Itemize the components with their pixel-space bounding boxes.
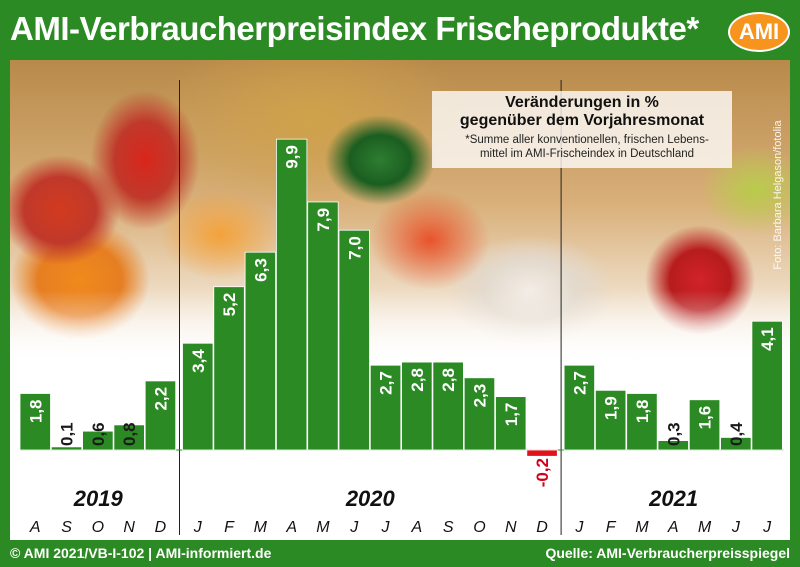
bar-value-label: 9,9: [283, 145, 302, 169]
subtitle-line-2: gegenüber dem Vorjahresmonat: [459, 112, 705, 129]
bar-value-label: 4,1: [758, 327, 777, 351]
chart-panel: 1,8 0,1 0,6 0,8 2,2 3,4 5,2 6,3 9,9 7,9 7,0 2,7 2,8 2…: [10, 60, 790, 540]
bar: [369, 364, 402, 451]
subtitle-line-1: Veränderungen in %: [505, 94, 659, 111]
month-tick-label: D: [155, 519, 167, 536]
bar-value-label: 5,2: [220, 293, 239, 317]
chart-subtitle: Veränderungen in % gegenüber dem Vorjahr…: [432, 94, 732, 130]
bar-chart: 1,8 0,1 0,6 0,8 2,2 3,4 5,2 6,3 9,9 7,9 7,0 2,7 2,8 2…: [19, 80, 784, 536]
month-tick-label: J: [574, 519, 584, 536]
bar: [50, 446, 83, 451]
bar: [401, 361, 433, 451]
month-tick-label: F: [606, 519, 617, 536]
bar: [113, 424, 145, 451]
bar: [244, 251, 277, 451]
month-tick-label: A: [411, 519, 423, 536]
year-label: 2021: [648, 486, 698, 511]
month-tick-label: M: [254, 519, 268, 536]
bar: [688, 399, 721, 451]
year-label: 2020: [345, 486, 396, 511]
bar-value-label: 7,9: [314, 208, 333, 232]
bar-value-label: 2,7: [570, 371, 589, 395]
bar-value-label: 6,3: [251, 258, 270, 282]
bar-value-label: 3,4: [189, 349, 208, 373]
bar-value-label: 1,7: [502, 403, 521, 427]
month-tick-label: J: [381, 519, 391, 536]
month-tick-label: J: [762, 519, 772, 536]
bar: [82, 430, 114, 451]
footer-source: Quelle: AMI-Verbraucherpreisspiegel: [545, 545, 790, 561]
month-tick-label: S: [61, 519, 72, 536]
month-tick-label: O: [92, 519, 104, 536]
year-label: 2019: [73, 486, 124, 511]
month-tick-label: J: [349, 519, 359, 536]
footnote-line-1: *Summe aller konventionellen, frischen L…: [465, 134, 709, 146]
bar: [720, 437, 752, 451]
bar-value-label: 0,8: [120, 422, 139, 446]
bar: [307, 201, 339, 451]
month-tick-label: J: [193, 519, 203, 536]
bar-value-label: 2,7: [377, 371, 396, 395]
bar-value-label: 1,9: [602, 396, 621, 420]
bar-value-label: 0,6: [89, 422, 108, 446]
bar-value-label: 1,8: [633, 399, 652, 423]
photo-credit-text: Foto: Barbara Helgason/fotolia: [772, 120, 784, 270]
bar-value-label: 1,6: [696, 406, 715, 430]
bar: [563, 364, 595, 451]
month-tick-label: J: [731, 519, 741, 536]
bar-value-label: 0,1: [58, 422, 77, 446]
month-tick-label: M: [635, 519, 649, 536]
month-tick-label: A: [29, 519, 41, 536]
chart-title: AMI-Verbraucherpreisindex Frischeprodukt…: [10, 10, 699, 47]
bar: [275, 138, 308, 451]
bar: [657, 440, 689, 451]
bar: [751, 320, 783, 451]
bar-value-label: 7,0: [345, 236, 364, 260]
bar: [595, 389, 627, 451]
bar: [19, 393, 51, 451]
legend-box: Veränderungen in % gegenüber dem Vorjahr…: [432, 91, 732, 168]
footer-copyright: © AMI 2021/VB-I-102 | AMI-informiert.de: [10, 545, 272, 561]
month-tick-label: F: [224, 519, 235, 536]
header: AMI-Verbraucherpreisindex Frischeprodukt…: [0, 0, 800, 60]
month-tick-label: O: [473, 519, 485, 536]
bar-value-label: -0,2: [533, 458, 552, 487]
bar-value-label: 2,8: [408, 368, 427, 392]
month-tick-label: N: [505, 519, 517, 536]
bar: [495, 396, 527, 451]
bar: [463, 377, 496, 451]
bar: [432, 361, 464, 451]
bar-value-label: 0,3: [664, 422, 683, 446]
bar: [526, 449, 558, 457]
bar-value-label: 0,4: [727, 422, 746, 446]
bar: [213, 286, 245, 451]
month-tick-label: A: [667, 519, 679, 536]
bar: [626, 393, 658, 451]
bar: [182, 342, 214, 451]
month-tick-label: M: [316, 519, 330, 536]
month-tick-label: A: [285, 519, 297, 536]
bar-value-label: 2,3: [470, 384, 489, 408]
bar-value-label: 1,8: [26, 399, 45, 423]
footnote: *Summe aller konventionellen, frischen L…: [442, 133, 732, 161]
photo-credit: Foto: Barbara Helgason/fotolia: [768, 100, 788, 290]
month-tick-label: N: [123, 519, 135, 536]
bar: [338, 229, 370, 451]
footnote-line-2: mittel im AMI-Frischeindex in Deutschlan…: [479, 148, 695, 160]
ami-logo: AMI: [728, 12, 790, 52]
bar: [144, 380, 177, 451]
bar-value-label: 2,8: [439, 368, 458, 392]
bar-value-label: 2,2: [151, 387, 170, 411]
month-tick-label: D: [536, 519, 548, 536]
month-tick-label: M: [698, 519, 712, 536]
month-tick-label: S: [443, 519, 454, 536]
